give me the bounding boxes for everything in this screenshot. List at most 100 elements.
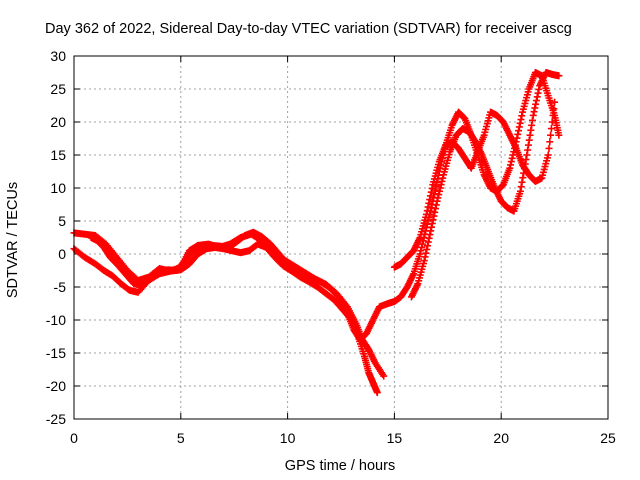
- x-tick-label: 10: [280, 430, 296, 446]
- data-point: [427, 227, 435, 235]
- x-tick-label: 15: [387, 430, 403, 446]
- y-tick-labels: 30 25 20 15 10 5 0 -5 -10 -15 -20 -25: [46, 48, 66, 427]
- data-point: [544, 151, 552, 159]
- data-point: [424, 203, 432, 211]
- data-point: [528, 116, 536, 124]
- data-point: [548, 118, 556, 126]
- data-point: [524, 141, 532, 149]
- data-point: [427, 188, 435, 196]
- data-point: [424, 238, 432, 246]
- data-point: [424, 242, 432, 250]
- data-point: [416, 250, 424, 258]
- y-tick-label: -25: [46, 411, 66, 427]
- data-point: [508, 154, 516, 162]
- data-point: [340, 300, 348, 308]
- y-tick-label: 20: [50, 114, 66, 130]
- data-point: [430, 212, 438, 220]
- data-point: [435, 191, 443, 199]
- data-point: [515, 123, 523, 131]
- data-point: [507, 158, 515, 166]
- data-point: [380, 372, 388, 380]
- data-point: [514, 130, 522, 138]
- data-point: [373, 389, 381, 397]
- y-tick-label: -5: [54, 279, 67, 295]
- data-point: [426, 192, 434, 200]
- y-tick-label: 5: [58, 213, 66, 229]
- data-point: [422, 210, 430, 218]
- y-tick-label: 30: [50, 48, 66, 64]
- data-point: [531, 104, 539, 112]
- data-point: [526, 131, 534, 139]
- data-point: [518, 112, 526, 120]
- data-point: [517, 183, 525, 191]
- data-point: [547, 131, 555, 139]
- x-tick-label: 25: [600, 430, 616, 446]
- data-point: [428, 219, 436, 227]
- data-point: [521, 160, 529, 168]
- x-axis-label: GPS time / hours: [285, 458, 395, 474]
- data-point: [423, 245, 431, 253]
- data-point: [428, 223, 436, 231]
- series-track-c: [343, 69, 563, 344]
- data-point: [522, 156, 530, 164]
- plot-frame: [73, 55, 609, 420]
- data-point: [525, 136, 533, 144]
- y-tick-label: 25: [50, 81, 66, 97]
- data-point: [519, 174, 527, 182]
- data-point: [433, 197, 441, 205]
- data-point: [532, 97, 540, 105]
- data-point: [520, 165, 528, 173]
- data-point: [533, 93, 541, 101]
- data-point: [516, 187, 524, 195]
- data-point: [534, 89, 542, 97]
- data-point: [532, 100, 540, 108]
- data-point: [555, 131, 563, 139]
- data-point: [421, 253, 429, 261]
- x-tick-labels: 0 5 10 15 20 25: [70, 430, 616, 446]
- data-point: [520, 169, 528, 177]
- data-point: [529, 111, 537, 119]
- data-point: [424, 217, 432, 225]
- data-point: [530, 108, 538, 116]
- data-point: [545, 144, 553, 152]
- data-point: [426, 196, 434, 204]
- data-point: [436, 184, 444, 192]
- y-tick-label: 10: [50, 180, 66, 196]
- data-point: [417, 247, 425, 255]
- data-point: [427, 204, 435, 212]
- data-point: [428, 184, 436, 192]
- data-point: [551, 98, 559, 106]
- data-point: [436, 187, 444, 195]
- y-tick-label: 15: [50, 147, 66, 163]
- data-point: [528, 121, 536, 129]
- chart-title: Day 362 of 2022, Sidereal Day-to-day VTE…: [45, 21, 572, 37]
- data-point: [426, 231, 434, 239]
- data-point: [432, 201, 440, 209]
- data-point: [550, 105, 558, 113]
- data-point: [527, 126, 535, 134]
- data-point: [439, 174, 447, 182]
- data-point: [425, 234, 433, 242]
- data-point: [429, 216, 437, 224]
- data-point: [535, 85, 543, 93]
- data-point: [420, 257, 428, 265]
- grid-lines: [74, 56, 608, 419]
- y-tick-label: -15: [46, 345, 66, 361]
- data-point: [437, 181, 445, 189]
- data-point: [516, 119, 524, 127]
- x-tick-label: 5: [177, 430, 185, 446]
- axis-ticks: [73, 55, 609, 420]
- x-tick-label: 20: [493, 430, 509, 446]
- x-tick-label: 0: [70, 430, 78, 446]
- data-point: [432, 205, 440, 213]
- data-point: [425, 199, 433, 207]
- data-point: [431, 208, 439, 216]
- data-point: [555, 72, 563, 80]
- data-point: [549, 111, 557, 119]
- data-point: [433, 179, 441, 187]
- data-point: [515, 127, 523, 135]
- series-track-f: [87, 228, 349, 309]
- data-point: [418, 243, 426, 251]
- data-point: [507, 161, 515, 169]
- data-point: [547, 125, 555, 133]
